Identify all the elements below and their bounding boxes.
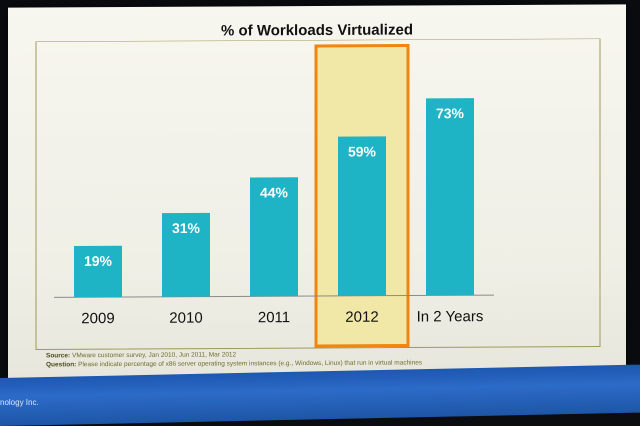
bar-2009 <box>74 245 122 298</box>
chart-title: % of Workloads Virtualized <box>221 21 413 40</box>
bar-in-2-years <box>426 98 474 296</box>
x-tick-label: 2009 <box>81 310 114 327</box>
value-label: 73% <box>436 105 465 121</box>
source-text: VMware customer survey, Jan 2010, Jun 20… <box>72 351 237 360</box>
value-label: 44% <box>260 184 289 200</box>
bar-2011 <box>250 177 298 297</box>
x-tick-label: 2010 <box>169 310 202 327</box>
bar-2012 <box>338 136 386 296</box>
footer-text: nology Inc. <box>0 398 39 407</box>
value-label: 31% <box>172 220 201 236</box>
value-label: 59% <box>348 143 377 159</box>
x-tick-label: In 2 Years <box>417 308 484 325</box>
value-label: 19% <box>84 253 113 269</box>
plot-frame <box>35 38 601 350</box>
presentation-slide: % of Workloads Virtualized 19% 2009 31% 201… <box>8 4 626 382</box>
x-tick-label: 2012 <box>345 309 378 326</box>
x-tick-label: 2011 <box>258 309 290 326</box>
question-text: Please indicate percentage of x86 server… <box>78 359 423 369</box>
bar-2010 <box>162 212 210 297</box>
bar-chart: 19% 2009 31% 2010 44% 2011 59% 2012 73% In 2 Year… <box>35 38 601 350</box>
